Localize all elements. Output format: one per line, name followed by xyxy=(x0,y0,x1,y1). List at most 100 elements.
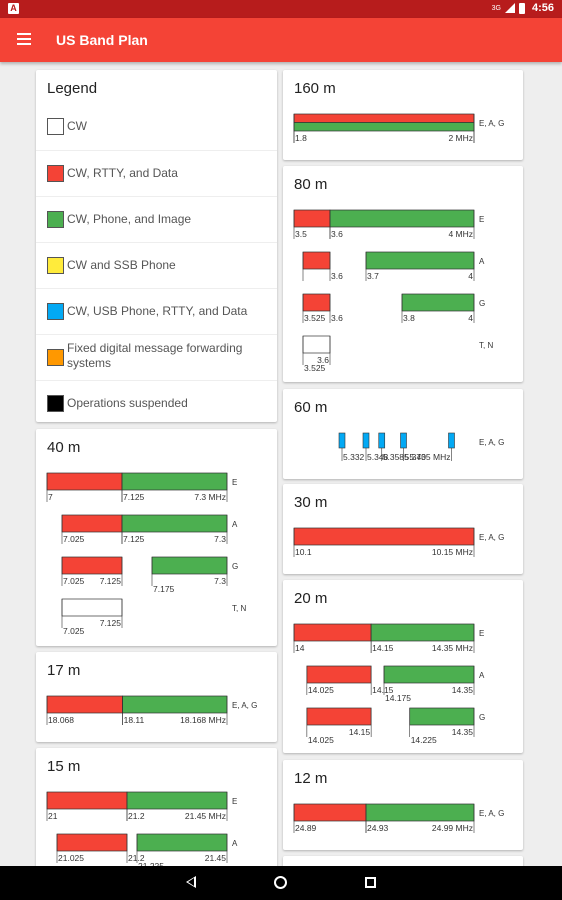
license-classes: T, N xyxy=(232,604,246,613)
license-classes: E, A, G xyxy=(479,809,504,818)
frequency-label: 21.2 xyxy=(128,811,145,821)
segment-green xyxy=(370,623,475,642)
hamburger-menu-icon[interactable] xyxy=(14,30,34,50)
frequency-label: 7.125 xyxy=(100,576,122,586)
band-chart: 10.1 10.15 MHz E, A, G xyxy=(293,527,504,557)
segment-green xyxy=(401,293,475,312)
license-classes: G xyxy=(479,713,485,722)
channel-mark xyxy=(400,432,407,449)
frequency-label: 7.175 xyxy=(153,584,175,594)
frequency-label: 7.125 xyxy=(123,534,145,544)
frequency-label: 3.6 xyxy=(331,271,343,281)
segment-red xyxy=(293,803,367,822)
license-classes: A xyxy=(232,839,238,848)
frequency-label: 3.6 xyxy=(331,313,343,323)
frequency-label: 14.35 xyxy=(452,685,474,695)
frequency-label: 21.45 MHz xyxy=(185,811,226,821)
legend-item: CW, Phone, and Image xyxy=(36,196,277,241)
recents-icon[interactable] xyxy=(365,877,376,888)
frequency-label: 3.5 xyxy=(295,229,307,239)
segment-red xyxy=(61,514,123,533)
frequency-label: 18.11 xyxy=(124,715,145,725)
frequency-label: 14 xyxy=(295,643,305,653)
band-chart: 18.068 18.11 18.168 MHz E, A, G xyxy=(46,695,257,725)
segment-green xyxy=(329,209,475,228)
license-classes: E, A, G xyxy=(479,119,504,128)
legend-item: CW, USB Phone, RTTY, and Data xyxy=(36,288,277,333)
license-classes: E xyxy=(232,797,237,806)
frequency-label: 4 MHz xyxy=(448,229,473,239)
segment-red xyxy=(302,293,331,312)
segment-green xyxy=(365,251,475,270)
frequency-label: 24.89 xyxy=(295,823,317,833)
frequency-label: 3.525 xyxy=(304,313,326,323)
frequency-label: 7.025 xyxy=(63,534,85,544)
segment-red xyxy=(306,707,372,726)
frequency-label: 2 MHz xyxy=(448,133,473,143)
frequency-label: 14.15 xyxy=(372,643,394,653)
frequency-label: 21.2 xyxy=(128,853,145,863)
band-card-60m: 60 m 5.332 5.348 5.3585 5.373 5.405 MHz E, A, … xyxy=(283,389,523,479)
battery-icon xyxy=(518,2,525,14)
frequency-label: 5.3585 xyxy=(383,452,409,462)
channel-mark xyxy=(362,432,370,449)
band-title: 12 m xyxy=(294,770,328,787)
legend-swatch xyxy=(47,349,64,366)
band-chart: 24.89 24.93 24.99 MHz E, A, G xyxy=(293,803,504,833)
frequency-label: 21.025 xyxy=(58,853,84,863)
frequency-label: 3.525 xyxy=(304,363,326,373)
frequency-label: 1.8 xyxy=(295,133,307,143)
segment-green xyxy=(121,514,228,533)
legend-label: CW, RTTY, and Data xyxy=(67,166,178,180)
segment-red xyxy=(46,791,128,810)
status-bar: A 3G 4:56 xyxy=(0,0,562,18)
band-chart: 7 7.125 7.3 MHz E 7.025 7.125 7.3 A 7.025 7.125 7.… xyxy=(46,472,246,636)
license-classes: E, A, G xyxy=(479,533,504,542)
frequency-label: 7 xyxy=(48,492,53,502)
frequency-label: 7.3 xyxy=(214,534,226,544)
frequency-label: 3.7 xyxy=(367,271,379,281)
frequency-label: 4 xyxy=(468,313,473,323)
frequency-label: 21.45 xyxy=(205,853,227,863)
frequency-label: 7.3 MHz xyxy=(194,492,226,502)
frequency-label: 5.405 MHz xyxy=(409,452,450,462)
frequency-label: 3.8 xyxy=(403,313,415,323)
segment-green xyxy=(126,791,228,810)
frequency-label: 14.025 xyxy=(308,685,334,695)
legend-title: Legend xyxy=(47,80,98,97)
app-notification-icon: A xyxy=(8,3,19,14)
frequency-label: 4 xyxy=(468,271,473,281)
license-classes: G xyxy=(232,562,238,571)
segment-green xyxy=(293,122,475,132)
channel-mark xyxy=(338,432,346,449)
frequency-label: 10.15 MHz xyxy=(432,547,473,557)
frequency-label: 7.125 xyxy=(100,618,122,628)
license-classes: T, N xyxy=(479,341,493,350)
license-classes: A xyxy=(479,257,485,266)
network-type: 3G xyxy=(491,4,501,12)
home-icon[interactable] xyxy=(274,876,287,889)
band-title: 40 m xyxy=(47,439,81,456)
legend-swatch xyxy=(47,211,64,228)
band-title: 17 m xyxy=(47,662,81,679)
frequency-label: 14.175 xyxy=(385,693,411,703)
band-title: 15 m xyxy=(47,758,81,775)
license-classes: G xyxy=(479,299,485,308)
legend-label: Fixed digital message forwarding systems xyxy=(67,341,243,370)
band-title: 60 m xyxy=(294,399,328,416)
back-icon[interactable] xyxy=(186,876,196,888)
frequency-label: 3.6 xyxy=(317,355,329,365)
legend-label: CW, USB Phone, RTTY, and Data xyxy=(67,304,248,318)
legend-swatch xyxy=(47,118,64,135)
segment-red xyxy=(56,833,128,852)
segment-red xyxy=(293,209,331,228)
frequency-label: 7.125 xyxy=(123,492,145,502)
band-card-40m: 40 m 7 7.125 7.3 MHz E 7.025 7.125 7.3 A 7.025 7.1… xyxy=(36,429,277,646)
band-title: 20 m xyxy=(294,590,328,607)
legend-item: CW and SSB Phone xyxy=(36,242,277,287)
